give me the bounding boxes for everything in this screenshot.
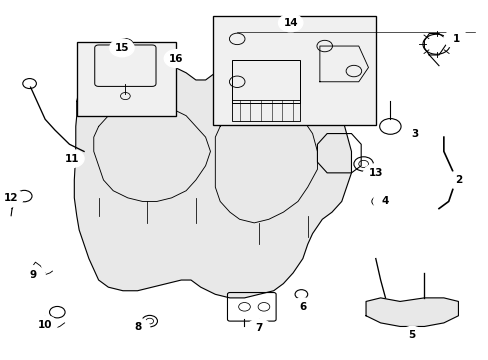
Circle shape (290, 298, 314, 316)
Polygon shape (366, 298, 458, 327)
Text: 7: 7 (255, 323, 262, 333)
Text: 5: 5 (408, 330, 415, 341)
Bar (232, 100, 300, 121)
Text: 11: 11 (64, 154, 79, 163)
Text: 16: 16 (169, 54, 183, 64)
Text: 3: 3 (410, 129, 417, 139)
Bar (232, 60, 300, 103)
Circle shape (363, 164, 387, 182)
Text: 12: 12 (4, 193, 19, 203)
Circle shape (372, 193, 397, 210)
Text: 13: 13 (368, 168, 382, 178)
Circle shape (399, 327, 424, 344)
Circle shape (60, 150, 84, 167)
Circle shape (164, 50, 188, 67)
Text: 10: 10 (38, 320, 52, 330)
Bar (212, 16, 375, 125)
Text: 1: 1 (451, 34, 459, 44)
Circle shape (21, 266, 45, 284)
Text: 14: 14 (283, 18, 297, 28)
Circle shape (278, 14, 302, 32)
Polygon shape (74, 59, 351, 298)
Circle shape (402, 125, 426, 143)
Text: 4: 4 (381, 197, 388, 206)
Bar (77, 42, 176, 116)
Text: 15: 15 (115, 43, 129, 53)
Circle shape (125, 318, 149, 336)
Circle shape (110, 39, 134, 57)
Circle shape (246, 319, 271, 337)
Text: 2: 2 (454, 175, 461, 185)
Circle shape (0, 189, 23, 207)
Circle shape (446, 171, 469, 189)
Circle shape (33, 316, 57, 334)
Text: 6: 6 (299, 302, 306, 312)
Text: 8: 8 (134, 322, 141, 332)
Text: 9: 9 (29, 270, 37, 280)
Circle shape (443, 30, 467, 48)
